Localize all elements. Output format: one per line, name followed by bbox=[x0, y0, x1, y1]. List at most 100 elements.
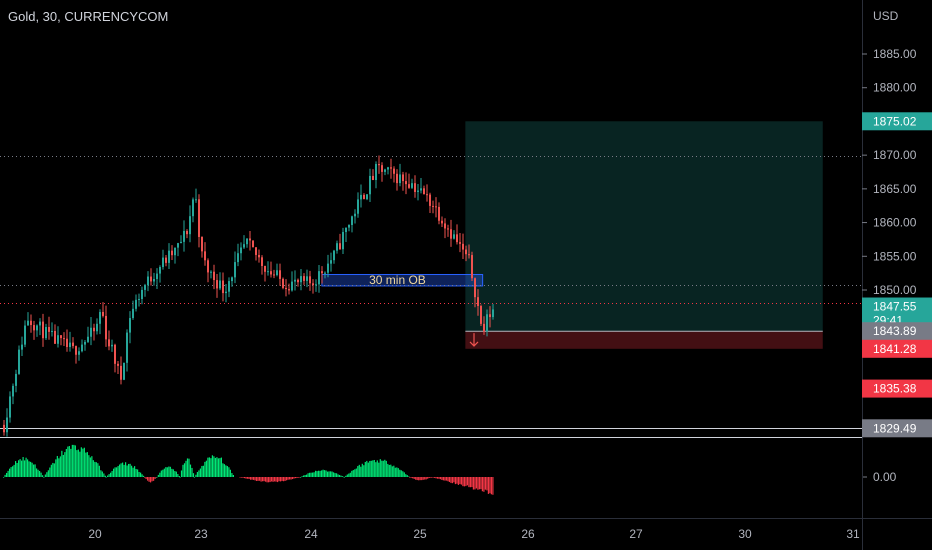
osc-bar bbox=[477, 477, 479, 490]
candle-body bbox=[96, 323, 98, 332]
candle-body bbox=[120, 365, 122, 380]
price-tag-label: 1847.55 bbox=[873, 300, 917, 314]
candle-body bbox=[480, 306, 482, 324]
osc-bar bbox=[138, 471, 140, 477]
osc-bar bbox=[445, 477, 447, 481]
osc-bar bbox=[475, 477, 477, 489]
osc-bar bbox=[415, 477, 417, 480]
candle-body bbox=[264, 266, 266, 272]
candle-body bbox=[99, 311, 101, 324]
time-tick-label: 30 bbox=[738, 527, 752, 541]
candle-body bbox=[270, 271, 272, 275]
candle-body bbox=[360, 194, 362, 200]
candle-body bbox=[102, 311, 104, 316]
osc-bar bbox=[337, 474, 339, 477]
candle-body bbox=[294, 279, 296, 282]
candle-body bbox=[192, 199, 194, 217]
osc-bar bbox=[192, 473, 195, 477]
osc-bar bbox=[442, 477, 444, 481]
osc-bar bbox=[119, 464, 121, 477]
osc-bar bbox=[156, 477, 158, 478]
osc-bar bbox=[16, 462, 18, 477]
candle-body bbox=[21, 344, 23, 350]
candle-body bbox=[363, 194, 365, 200]
time-tick-label: 27 bbox=[629, 527, 643, 541]
osc-bar bbox=[202, 465, 204, 477]
osc-bar bbox=[396, 467, 398, 477]
osc-bar bbox=[232, 474, 234, 477]
candle-body bbox=[276, 270, 278, 276]
osc-bar bbox=[253, 477, 255, 480]
osc-bar bbox=[214, 457, 216, 477]
osc-bar bbox=[382, 460, 384, 477]
price-axis[interactable]: USD 1885.00 1880.00 1870.00 1865.00 1860.00 1… bbox=[862, 9, 917, 297]
candle-body bbox=[186, 230, 188, 235]
price-tick-label: 1870.00 bbox=[873, 148, 917, 162]
osc-bar bbox=[30, 461, 32, 477]
osc-bar bbox=[71, 444, 73, 477]
osc-bar bbox=[312, 472, 314, 477]
candle-body bbox=[69, 342, 71, 348]
osc-bar bbox=[15, 461, 17, 477]
osc-bar bbox=[300, 477, 302, 478]
candle-body bbox=[165, 257, 167, 263]
osc-bar bbox=[61, 450, 63, 477]
target-zone[interactable] bbox=[465, 121, 823, 332]
osc-bar bbox=[36, 468, 38, 477]
candle-body bbox=[3, 424, 5, 433]
candle-body bbox=[477, 297, 479, 307]
candle-body bbox=[375, 163, 377, 181]
osc-bar bbox=[278, 477, 280, 482]
candle-body bbox=[24, 325, 26, 345]
osc-bar bbox=[18, 460, 20, 477]
osc-bar bbox=[31, 462, 33, 477]
osc-bar bbox=[304, 474, 306, 477]
candle-body bbox=[351, 216, 353, 225]
candle-body bbox=[132, 308, 134, 319]
osc-bar bbox=[402, 471, 404, 477]
osc-bar bbox=[315, 470, 317, 477]
osc-bar bbox=[24, 460, 26, 477]
osc-bar bbox=[250, 477, 252, 480]
osc-bar bbox=[375, 462, 377, 477]
osc-bar bbox=[129, 463, 131, 477]
stop-zone[interactable] bbox=[465, 331, 823, 349]
osc-bar bbox=[388, 464, 390, 477]
osc-bar bbox=[336, 473, 338, 477]
osc-bar bbox=[223, 464, 225, 477]
symbol-title[interactable]: Gold, 30, CURRENCYCOM bbox=[8, 9, 169, 24]
osc-bar bbox=[348, 473, 350, 477]
time-axis[interactable]: 20 23 24 25 26 27 30 31 bbox=[88, 527, 860, 541]
osc-bar bbox=[123, 464, 125, 477]
candle-body bbox=[339, 243, 341, 250]
long-position-tool[interactable] bbox=[465, 121, 823, 349]
osc-bar bbox=[140, 472, 142, 477]
candle-body bbox=[303, 276, 305, 281]
horizontal-levels[interactable] bbox=[0, 156, 862, 429]
osc-bar bbox=[70, 448, 72, 477]
osc-bar bbox=[433, 477, 435, 478]
osc-bar bbox=[76, 450, 78, 477]
osc-bar bbox=[328, 471, 330, 477]
osc-bar bbox=[160, 470, 162, 477]
order-block-box[interactable]: 30 min OB bbox=[321, 273, 484, 287]
osc-bar bbox=[424, 477, 426, 480]
osc-bar bbox=[268, 477, 270, 483]
osc-bar bbox=[272, 477, 274, 482]
osc-bar bbox=[145, 477, 147, 480]
osc-bar bbox=[403, 472, 405, 477]
osc-bar bbox=[222, 463, 224, 477]
osc-bar bbox=[438, 477, 440, 479]
osc-bar bbox=[216, 457, 218, 477]
osc-bar bbox=[195, 474, 197, 477]
osc-bar bbox=[56, 455, 58, 477]
osc-bar bbox=[256, 477, 258, 481]
price-tag-box bbox=[862, 379, 932, 398]
candle-body bbox=[306, 276, 308, 281]
osc-bar bbox=[46, 472, 48, 477]
candle-body bbox=[336, 243, 338, 251]
osc-bar bbox=[53, 463, 55, 477]
candle-body bbox=[324, 272, 326, 274]
osc-bar bbox=[114, 467, 116, 477]
